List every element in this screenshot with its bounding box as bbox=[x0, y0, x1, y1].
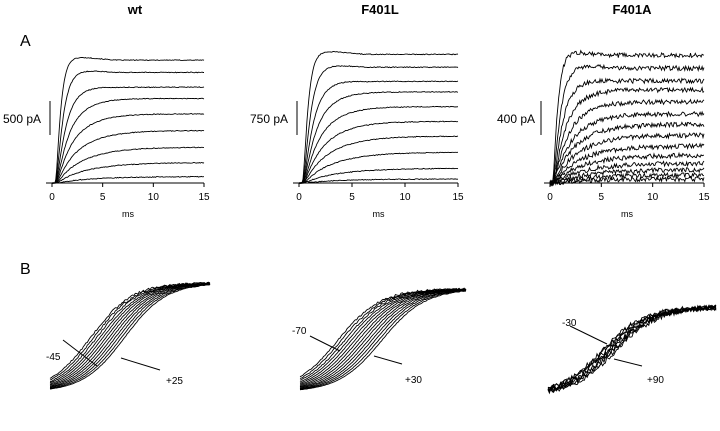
pointer-wt-left bbox=[62, 339, 98, 367]
normalized-trace bbox=[49, 283, 211, 388]
ann-wt-right: +25 bbox=[166, 376, 183, 387]
x-tick-label: 15 bbox=[198, 192, 210, 203]
current-trace bbox=[298, 65, 459, 184]
normalized-trace bbox=[49, 284, 211, 390]
normalized-trace bbox=[299, 290, 467, 390]
current-trace bbox=[549, 86, 705, 185]
x-tick-label: 15 bbox=[452, 192, 464, 203]
normalized-trace bbox=[547, 304, 717, 393]
normalized-trace bbox=[49, 283, 211, 388]
current-trace bbox=[549, 121, 705, 186]
x-axis-label: ms bbox=[122, 209, 134, 219]
ann-f401a-right: +90 bbox=[647, 375, 664, 386]
normalized-trace bbox=[299, 290, 467, 391]
normalized-trace bbox=[299, 287, 467, 381]
normalized-trace bbox=[49, 283, 211, 389]
panel-a-wt: 0 5 10 15 ms bbox=[46, 56, 210, 219]
current-trace bbox=[549, 151, 705, 186]
current-trace bbox=[549, 160, 705, 187]
scale-label-f401a: 400 pA bbox=[497, 112, 535, 126]
current-trace bbox=[51, 129, 205, 184]
normalized-trace bbox=[299, 289, 467, 390]
pointer-wt-right bbox=[120, 357, 161, 371]
panel-a-f401l: 0 5 10 15 ms bbox=[293, 51, 464, 219]
current-trace bbox=[51, 113, 205, 184]
scale-label-f401l: 750 pA bbox=[250, 112, 288, 126]
ann-f401l-right: +30 bbox=[405, 375, 422, 386]
ann-f401l-left: -70 bbox=[292, 326, 307, 337]
normalized-trace bbox=[547, 304, 717, 394]
current-trace bbox=[51, 86, 205, 184]
normalized-trace bbox=[49, 282, 210, 384]
pointer-f401a-right bbox=[613, 358, 643, 367]
x-tick-label: 5 bbox=[100, 192, 106, 203]
normalized-trace bbox=[299, 288, 466, 384]
current-trace bbox=[298, 105, 459, 184]
x-tick-label: 5 bbox=[349, 192, 355, 203]
current-trace bbox=[549, 49, 705, 186]
current-trace bbox=[51, 97, 205, 184]
normalized-trace bbox=[49, 281, 211, 381]
current-trace bbox=[298, 80, 459, 184]
x-tick-label: 0 bbox=[49, 192, 55, 203]
current-trace bbox=[298, 178, 459, 184]
current-trace bbox=[549, 142, 705, 186]
normalized-trace bbox=[299, 289, 467, 389]
ann-wt-left: -45 bbox=[46, 352, 61, 363]
current-trace bbox=[549, 167, 705, 186]
pointer-f401l-right bbox=[373, 355, 403, 365]
panel-b-f401l bbox=[299, 287, 467, 391]
current-trace bbox=[51, 175, 204, 184]
current-trace bbox=[51, 146, 204, 184]
current-trace bbox=[298, 167, 459, 184]
x-tick-label: 10 bbox=[399, 192, 411, 203]
panel-a-f401a: 0 5 10 15 ms bbox=[544, 49, 710, 219]
ann-f401a-left: -30 bbox=[562, 318, 577, 329]
x-tick-label: 0 bbox=[547, 192, 553, 203]
current-trace bbox=[51, 56, 205, 184]
current-trace bbox=[298, 90, 459, 184]
x-axis-label: ms bbox=[373, 209, 385, 219]
title-f401l: F401L bbox=[361, 2, 399, 17]
normalized-trace bbox=[299, 289, 467, 389]
normalized-trace bbox=[299, 287, 467, 379]
current-trace bbox=[51, 161, 205, 184]
panel-label-b: B bbox=[20, 261, 31, 278]
x-tick-label: 0 bbox=[296, 192, 302, 203]
normalized-trace bbox=[50, 282, 211, 382]
current-trace bbox=[549, 110, 705, 186]
normalized-trace bbox=[547, 304, 717, 391]
normalized-trace bbox=[299, 288, 467, 386]
current-trace bbox=[549, 132, 705, 185]
title-wt: wt bbox=[127, 2, 143, 17]
panel-label-a: A bbox=[20, 33, 31, 50]
current-trace bbox=[298, 51, 459, 184]
x-tick-label: 15 bbox=[698, 192, 710, 203]
x-tick-label: 10 bbox=[647, 192, 659, 203]
current-trace bbox=[549, 175, 705, 186]
current-trace bbox=[298, 135, 459, 184]
current-trace bbox=[549, 77, 705, 187]
current-trace bbox=[549, 98, 705, 185]
current-trace bbox=[298, 151, 459, 184]
title-f401a: F401A bbox=[612, 2, 652, 17]
x-tick-label: 5 bbox=[599, 192, 605, 203]
current-trace bbox=[51, 70, 204, 184]
current-trace bbox=[298, 120, 459, 184]
x-tick-label: 10 bbox=[148, 192, 160, 203]
pointer-f401a-left bbox=[569, 325, 608, 345]
x-axis-label: ms bbox=[621, 209, 633, 219]
normalized-trace bbox=[49, 283, 211, 386]
pointer-f401l-left bbox=[309, 335, 341, 352]
normalized-trace bbox=[49, 282, 211, 385]
scale-label-wt: 500 pA bbox=[3, 112, 41, 126]
panel-b-f401a bbox=[547, 304, 717, 395]
panel-b-wt bbox=[49, 281, 211, 390]
current-trace bbox=[549, 63, 705, 187]
